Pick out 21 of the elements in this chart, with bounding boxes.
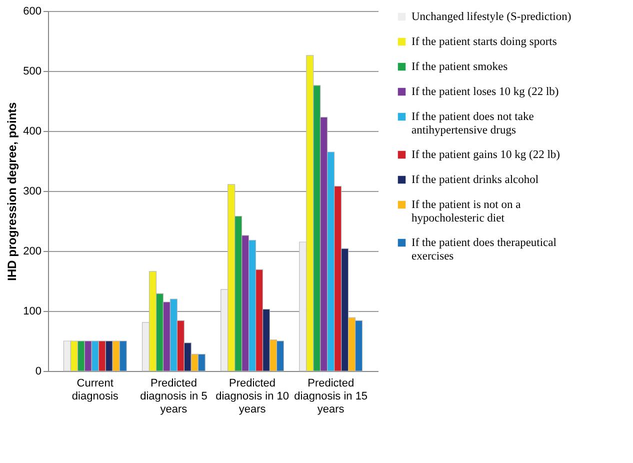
x-tick-label: Predicted diagnosis in 5 years: [140, 378, 208, 416]
legend-label: If the patient drinks alcohol: [412, 174, 539, 186]
legend-label: If the patient does not take antihypertensive drugs: [412, 110, 534, 136]
y-tick-label: 0: [35, 366, 42, 378]
y-tick-label: 100: [23, 306, 42, 318]
x-tick-label: Current diagnosis: [72, 378, 119, 402]
legend-label: If the patient does therapeutical exercises: [412, 236, 556, 262]
x-tick-label: Predicted diagnosis in 10 years: [216, 378, 289, 416]
y-axis-title: IHD progression degree, points: [5, 102, 20, 281]
legend-label: If the patient starts doing sports: [412, 36, 558, 48]
y-tick-label: 200: [23, 246, 42, 258]
legend-label: Unchanged lifestyle (S-prediction): [412, 10, 572, 23]
y-tick-label: 300: [23, 186, 42, 198]
legend-label: If the patient gains 10 kg (22 lb): [412, 148, 560, 161]
legend-label: If the patient smokes: [412, 60, 508, 73]
y-tick-label: 600: [23, 6, 42, 18]
x-tick-label: Predicted diagnosis in 15 years: [294, 378, 368, 416]
y-tick-label: 500: [23, 66, 42, 78]
legend-label: If the patient is not on a hypocholesteric diet: [412, 198, 521, 224]
y-tick-label: 400: [23, 126, 42, 138]
legend-label: If the patient loses 10 kg (22 lb): [412, 86, 559, 98]
